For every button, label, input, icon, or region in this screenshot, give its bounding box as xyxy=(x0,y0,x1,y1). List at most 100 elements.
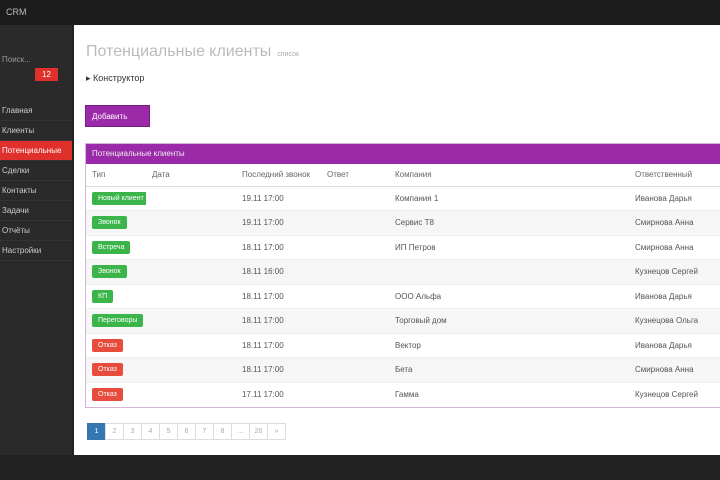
cell: ООО Альфа xyxy=(389,283,629,309)
status-badge: Переговоры xyxy=(92,314,144,328)
page-link[interactable]: 7 xyxy=(195,423,214,440)
cell: Вектор xyxy=(389,332,629,358)
menu-item[interactable]: Главная xyxy=(0,101,72,121)
cell xyxy=(321,381,389,407)
brand: CRM xyxy=(6,7,27,17)
page-link[interactable]: 6 xyxy=(177,423,196,440)
column-header[interactable]: Дата xyxy=(146,164,236,187)
top-bar: CRM xyxy=(0,0,720,25)
cell xyxy=(321,357,389,382)
column-header[interactable]: Ответственный xyxy=(629,164,720,187)
cell: Компания 1 xyxy=(389,185,629,211)
menu-item[interactable]: Контакты xyxy=(0,181,72,201)
table: Тип Дата Последний звонок Ответ Компания Отве… xyxy=(86,164,720,407)
badge: 12 xyxy=(35,68,58,81)
panel-title: Потенциальные клиенты xyxy=(86,144,720,164)
table-panel: Потенциальные клиенты Тип Дата Последний з… xyxy=(85,143,720,408)
page-link[interactable]: » xyxy=(267,423,286,440)
add-button[interactable]: Добавить xyxy=(85,105,150,127)
menu-item[interactable]: Клиенты xyxy=(0,121,72,141)
page-link[interactable]: 20 xyxy=(249,423,268,440)
page-link[interactable]: ... xyxy=(231,423,250,440)
cell: Новый клиент xyxy=(86,185,146,211)
table-row[interactable]: КП 18.11 17:00 ООО Альфа Иванова Дарья xyxy=(86,283,720,309)
cell: Кузнецов Сергей xyxy=(629,259,720,284)
cell xyxy=(321,210,389,235)
cell xyxy=(321,185,389,211)
cell xyxy=(146,185,236,211)
subtitle: список xyxy=(277,51,300,58)
cell: Иванова Дарья xyxy=(629,332,720,358)
cell xyxy=(321,259,389,284)
menu-item[interactable]: Потенциальные xyxy=(0,141,72,161)
menu: Главная Клиенты Потенциальные Сделки Контакт… xyxy=(0,101,72,261)
cell: ИП Петров xyxy=(389,234,629,260)
cell xyxy=(146,234,236,260)
cell: Иванова Дарья xyxy=(629,185,720,211)
page-title: Потенциальные клиенты список xyxy=(86,43,299,61)
cell: Кузнецова Ольга xyxy=(629,308,720,333)
cell: Смирнова Анна xyxy=(629,357,720,382)
page-link[interactable]: 2 xyxy=(105,423,124,440)
column-header[interactable]: Последний звонок xyxy=(236,164,321,187)
menu-item[interactable]: Настройки xyxy=(0,241,72,261)
table-row[interactable]: Отказ 18.11 17:00 Вектор Иванова Дарья xyxy=(86,332,720,358)
cell: 18.11 16:00 xyxy=(236,259,321,284)
cell: Отказ xyxy=(86,381,146,407)
cell xyxy=(146,308,236,333)
cell: Смирнова Анна xyxy=(629,234,720,260)
page-link[interactable]: 8 xyxy=(213,423,232,440)
status-badge: Звонок xyxy=(92,216,127,230)
table-row[interactable]: Переговоры 18.11 17:00 Торговый дом Кузнецо… xyxy=(86,308,720,333)
sidebar: Поиск... 12 Главная Клиенты Потенциальные С… xyxy=(0,25,72,455)
status-badge: Отказ xyxy=(92,363,123,377)
cell: 17.11 17:00 xyxy=(236,381,321,407)
column-header[interactable]: Компания xyxy=(389,164,629,187)
cell: Звонок xyxy=(86,259,146,284)
cell: 18.11 17:00 xyxy=(236,234,321,260)
cell: 18.11 17:00 xyxy=(236,308,321,333)
breadcrumb-text: Конструктор xyxy=(93,73,145,83)
title-text: Потенциальные клиенты xyxy=(86,43,272,60)
cell xyxy=(389,259,629,284)
table-row[interactable]: Новый клиент 19.11 17:00 Компания 1 Иванова… xyxy=(86,185,720,211)
cell xyxy=(321,308,389,333)
status-badge: Звонок xyxy=(92,265,127,279)
page-link[interactable]: 5 xyxy=(159,423,178,440)
status-badge: Встреча xyxy=(92,240,131,254)
page-link[interactable]: 4 xyxy=(141,423,160,440)
search[interactable]: Поиск... xyxy=(2,55,31,64)
cell: Встреча xyxy=(86,234,146,260)
table-row[interactable]: Звонок 18.11 16:00 Кузнецов Сергей xyxy=(86,259,720,284)
cell xyxy=(146,332,236,358)
table-row[interactable]: Встреча 18.11 17:00 ИП Петров Смирнова Анна xyxy=(86,234,720,260)
status-badge: КП xyxy=(92,289,114,303)
cell: Гамма xyxy=(389,381,629,407)
table-row[interactable]: Звонок 19.11 17:00 Сервис Т8 Смирнова Анна xyxy=(86,210,720,235)
table-row[interactable]: Отказ 17.11 17:00 Гамма Кузнецов Сергей xyxy=(86,381,720,407)
cell xyxy=(321,283,389,309)
cell: Кузнецов Сергей xyxy=(629,381,720,407)
breadcrumb[interactable]: ▸ Конструктор xyxy=(86,73,145,83)
cell xyxy=(321,332,389,358)
cell xyxy=(146,357,236,382)
cell: 18.11 17:00 xyxy=(236,332,321,358)
table-row[interactable]: Отказ 18.11 17:00 Бета Смирнова Анна xyxy=(86,357,720,382)
content: Потенциальные клиенты список ▸ Конструкто… xyxy=(74,25,720,455)
menu-item[interactable]: Отчёты xyxy=(0,221,72,241)
cell: Смирнова Анна xyxy=(629,210,720,235)
menu-item[interactable]: Сделки xyxy=(0,161,72,181)
column-header[interactable]: Ответ xyxy=(321,164,389,187)
menu-item[interactable]: Задачи xyxy=(0,201,72,221)
page-link[interactable]: 3 xyxy=(123,423,142,440)
cell xyxy=(146,381,236,407)
cell: Переговоры xyxy=(86,308,146,333)
page-link[interactable]: 1 xyxy=(87,423,106,440)
cell: Отказ xyxy=(86,332,146,358)
cell: 18.11 17:00 xyxy=(236,357,321,382)
cell: 19.11 17:00 xyxy=(236,185,321,211)
column-header[interactable]: Тип xyxy=(86,164,146,187)
cell xyxy=(146,210,236,235)
status-badge: Новый клиент xyxy=(92,191,146,205)
cell: 19.11 17:00 xyxy=(236,210,321,235)
